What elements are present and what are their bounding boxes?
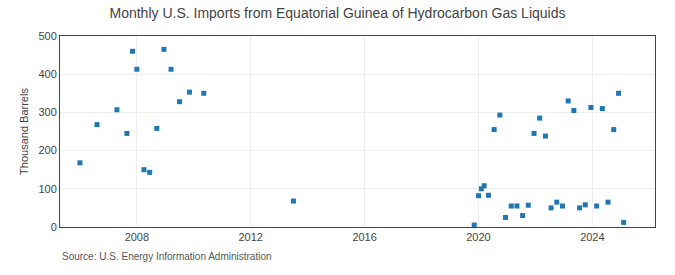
svg-text:200: 200 (38, 144, 56, 156)
svg-text:2008: 2008 (125, 231, 149, 243)
svg-text:Thousand Barrels: Thousand Barrels (18, 88, 30, 175)
svg-text:2020: 2020 (466, 231, 490, 243)
svg-text:Source: U.S. Energy Informatio: Source: U.S. Energy Information Administ… (62, 251, 272, 262)
svg-text:500: 500 (38, 30, 56, 42)
svg-text:2012: 2012 (238, 231, 262, 243)
svg-text:2024: 2024 (580, 231, 604, 243)
svg-text:100: 100 (38, 183, 56, 195)
svg-text:400: 400 (38, 68, 56, 80)
svg-text:2016: 2016 (352, 231, 376, 243)
svg-text:0: 0 (51, 221, 57, 233)
svg-text:Monthly U.S. Imports from Equa: Monthly U.S. Imports from Equatorial Gui… (110, 5, 566, 21)
svg-text:300: 300 (38, 106, 56, 118)
